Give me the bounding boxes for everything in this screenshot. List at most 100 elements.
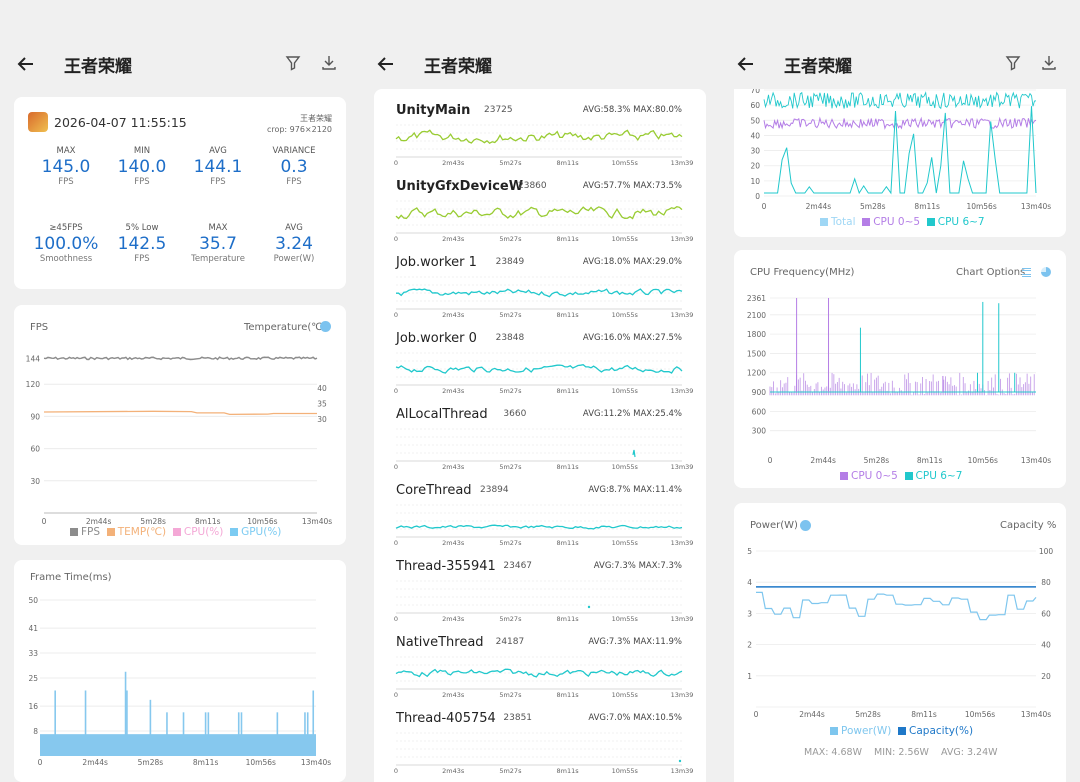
x-tick-label: 0 bbox=[394, 235, 398, 243]
crop-size: crop: 976×2120 bbox=[266, 125, 332, 134]
temp-series-line bbox=[43, 410, 317, 416]
thread-sparkline: 0 2m43s 5m27s 8m11s 10m55s 13m39 bbox=[394, 200, 694, 243]
refresh-icon[interactable] bbox=[800, 520, 811, 531]
cpu-frequency-title: CPU Frequency(MHz) bbox=[750, 267, 855, 278]
thread-row[interactable]: NativeThread 24187 AVG:7.3% MAX:11.9% 0 2m43… bbox=[374, 635, 704, 711]
legend-freq-cpu6-7[interactable]: CPU 6~7 bbox=[904, 470, 962, 482]
x-tick-label: 13m39 bbox=[671, 235, 694, 243]
legend-fps[interactable]: FPS bbox=[70, 526, 100, 538]
fps-chart: 144 120 90 60 30 40 35 30 0 2m44s 5m28s 8m11s 10m56s… bbox=[26, 354, 333, 526]
thread-row[interactable]: Thread-405754 23851 AVG:7.0% MAX:10.5% 0 2m4… bbox=[374, 711, 704, 782]
capacity-axis-label: Capacity % bbox=[1000, 520, 1057, 531]
legend-freq-cpu0-5[interactable]: CPU 0~5 bbox=[840, 470, 898, 482]
thread-stats: AVG:7.0% MAX:10.5% bbox=[588, 713, 682, 723]
x-tick-label: 8m11s bbox=[557, 311, 580, 319]
x-tick-label: 5m27s bbox=[499, 463, 522, 471]
y-tick-label: 10 bbox=[750, 177, 760, 186]
thread-stats: AVG:57.7% MAX:73.5% bbox=[582, 181, 682, 191]
thread-id: 3660 bbox=[503, 409, 527, 419]
thread-row[interactable]: Thread-355941 23467 AVG:7.3% MAX:7.3% 0 2m43… bbox=[374, 559, 704, 635]
x-tick-label: 10m55s bbox=[612, 235, 639, 243]
x-tick-label: 8m11s bbox=[557, 387, 580, 395]
legend-cpu6-7[interactable]: CPU 6~7 bbox=[926, 216, 985, 228]
x-tick-label: 8m11s bbox=[914, 202, 940, 211]
header: 王者荣耀 bbox=[0, 48, 360, 82]
fps-series-line bbox=[43, 356, 318, 361]
y-tick-label: 16 bbox=[28, 702, 38, 711]
frame-time-card: Frame Time(ms) 50 41 33 25 16 8 0 2m44s 5m28s 8m1… bbox=[14, 560, 346, 782]
chart-options-link[interactable]: Chart Options bbox=[956, 267, 1026, 278]
x-tick-label: 0 bbox=[394, 767, 398, 775]
thread-row[interactable]: Job.worker 0 23848 AVG:16.0% MAX:27.5% 0 2m4… bbox=[374, 331, 704, 407]
x-tick-label: 13m40s bbox=[1021, 710, 1051, 719]
cpu-usage-card: 70 60 50 40 30 20 10 0 0 2m44s 5m28s 8m11s 10m56s 13m… bbox=[734, 89, 1066, 237]
thread-row[interactable]: CoreThread 23894 AVG:8.7% MAX:11.4% 0 2m43s 5… bbox=[374, 483, 704, 559]
legend-power[interactable]: Power(W) bbox=[830, 725, 891, 737]
x-tick-label: 10m55s bbox=[612, 159, 639, 167]
x-tick-label: 13m39 bbox=[671, 311, 694, 319]
legend-total[interactable]: Total bbox=[820, 216, 856, 228]
y-tick-label: 1 bbox=[747, 672, 752, 681]
filter-icon[interactable] bbox=[1004, 54, 1022, 72]
y-tick-label: 1800 bbox=[747, 330, 766, 339]
x-tick-label: 2m43s bbox=[442, 311, 465, 319]
thread-id: 23894 bbox=[480, 485, 509, 495]
x-tick-label: 10m56s bbox=[966, 202, 996, 211]
x-tick-label: 2m43s bbox=[442, 539, 465, 547]
back-arrow-icon[interactable] bbox=[376, 54, 396, 74]
legend-cpu[interactable]: CPU(%) bbox=[172, 526, 223, 538]
page-title: 王者荣耀 bbox=[784, 57, 852, 77]
thread-row[interactable]: Job.worker 1 23849 AVG:18.0% MAX:29.0% 0 2m4… bbox=[374, 255, 704, 331]
power-chart: 5 4 3 2 1 100 80 60 40 20 0 2m44s 5m28s 8m11s 10m56s 13… bbox=[747, 547, 1053, 719]
x-tick-label: 5m28s bbox=[855, 710, 881, 719]
legend-temp[interactable]: TEMP(℃) bbox=[106, 526, 166, 538]
y2-tick-label: 35 bbox=[317, 400, 327, 409]
cpu0-5-line bbox=[763, 116, 1037, 130]
back-arrow-icon[interactable] bbox=[16, 54, 36, 74]
x-tick-label: 10m55s bbox=[612, 767, 639, 775]
stat-min-fps: MIN 140.0 FPS bbox=[117, 146, 167, 187]
threads-panel: 王者荣耀 UnityMain 23725 AVG:58.3% MAX:80.0% 0 2… bbox=[360, 0, 720, 782]
thread-stats: AVG:7.3% MAX:11.9% bbox=[588, 637, 682, 647]
header: 王者荣耀 bbox=[720, 48, 1080, 82]
download-icon[interactable] bbox=[320, 54, 338, 72]
back-arrow-icon[interactable] bbox=[736, 54, 756, 74]
y2-tick-label: 20 bbox=[1041, 672, 1051, 681]
y2-tick-label: 30 bbox=[317, 415, 327, 424]
power-stats-footer: MAX: 4.68W MIN: 2.56W AVG: 3.24W bbox=[804, 747, 998, 758]
x-tick-label: 13m39 bbox=[671, 387, 694, 395]
download-icon[interactable] bbox=[1040, 54, 1058, 72]
thread-row[interactable]: UnityGfxDeviceW 23860 AVG:57.7% MAX:73.5% 0… bbox=[374, 179, 704, 255]
legend-gpu[interactable]: GPU(%) bbox=[230, 526, 281, 538]
header: 王者荣耀 bbox=[360, 48, 720, 82]
list-icon[interactable] bbox=[1022, 268, 1031, 277]
filter-icon[interactable] bbox=[284, 54, 302, 72]
temperature-axis-label: Temperature(℃) bbox=[244, 322, 327, 333]
thread-row[interactable]: AlLocalThread 3660 AVG:11.2% MAX:25.4% 0 2m4… bbox=[374, 407, 704, 483]
pie-chart-icon[interactable] bbox=[1041, 267, 1051, 277]
cpu-frequency-chart: 2361 2100 1800 1500 1200 900 600 300 0 2m44s 5m28s… bbox=[747, 294, 1051, 465]
x-tick-label: 0 bbox=[394, 539, 398, 547]
thread-row[interactable]: UnityMain 23725 AVG:58.3% MAX:80.0% 0 2m43s 5… bbox=[374, 103, 704, 179]
x-tick-label: 5m27s bbox=[499, 159, 522, 167]
fps-axis-label: FPS bbox=[30, 322, 49, 333]
y-tick-label: 8 bbox=[33, 727, 38, 736]
refresh-icon[interactable] bbox=[320, 321, 331, 332]
legend-cpu0-5[interactable]: CPU 0~5 bbox=[862, 216, 920, 228]
x-tick-label: 13m40s bbox=[1021, 202, 1051, 211]
thread-sparkline: 0 2m43s 5m27s 8m11s 10m55s 13m39 bbox=[394, 504, 693, 547]
game-avatar bbox=[28, 112, 48, 132]
legend-capacity[interactable]: Capacity(%) bbox=[898, 725, 973, 737]
thread-stats: AVG:18.0% MAX:29.0% bbox=[582, 257, 682, 267]
frame-time-label: Frame Time(ms) bbox=[30, 572, 112, 583]
thread-list[interactable]: UnityMain 23725 AVG:58.3% MAX:80.0% 0 2m43s 5… bbox=[374, 89, 706, 782]
y-tick-label: 70 bbox=[750, 89, 760, 95]
power-legend: Power(W) Capacity(%) bbox=[830, 725, 973, 737]
x-tick-label: 10m55s bbox=[612, 311, 639, 319]
thread-name: Job.worker 0 bbox=[396, 331, 477, 346]
frame-time-base-bars bbox=[40, 734, 316, 756]
thread-sparkline: 0 2m43s 5m27s 8m11s 10m55s 13m39 bbox=[394, 428, 693, 471]
y-tick-label: 0 bbox=[755, 192, 760, 201]
x-tick-label: 13m39 bbox=[671, 615, 694, 623]
x-tick-label: 10m56s bbox=[965, 710, 995, 719]
